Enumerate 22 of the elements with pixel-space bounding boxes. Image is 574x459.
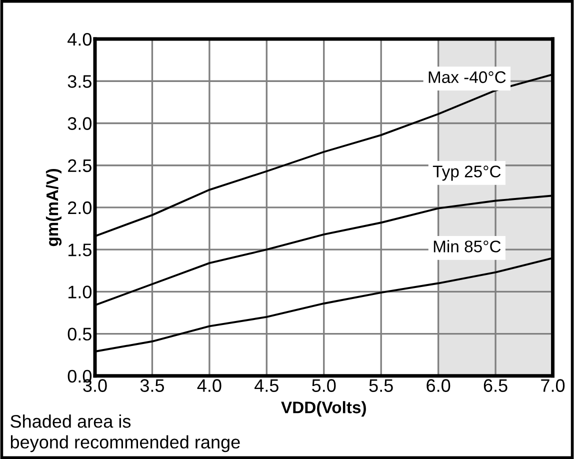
- series-label: Max -40°C: [428, 71, 506, 84]
- y-tick-label: 2.5: [68, 159, 92, 172]
- y-tick-label: 4.0: [68, 32, 92, 46]
- x-axis-title: VDD(Volts): [281, 401, 366, 417]
- series-label: Min 85°C: [434, 240, 501, 252]
- y-tick-label: 1.0: [68, 286, 92, 298]
- y-tick-label: 0.5: [68, 328, 92, 341]
- x-tick-label: 6.0: [426, 379, 450, 392]
- y-tick-label: 3.5: [68, 75, 92, 88]
- y-tick-label: 2.0: [68, 201, 92, 214]
- x-tick-label: 5.5: [369, 379, 393, 392]
- x-tick-label: 4.0: [197, 379, 222, 392]
- x-tick-label: 5.0: [312, 379, 336, 392]
- x-tick-label: 6.5: [484, 379, 508, 392]
- y-axis-title: gm(mA/V): [46, 168, 62, 246]
- x-tick-label: 4.5: [254, 379, 278, 392]
- y-tick-label: 1.5: [68, 244, 92, 256]
- series-label: Typ 25°C: [432, 166, 501, 181]
- x-tick-label: 3.5: [140, 379, 164, 392]
- text: Shaded area is beyond recommended range: [10, 414, 240, 452]
- x-tick-label: 7.0: [541, 379, 565, 392]
- y-tick-label: 3.0: [68, 117, 92, 130]
